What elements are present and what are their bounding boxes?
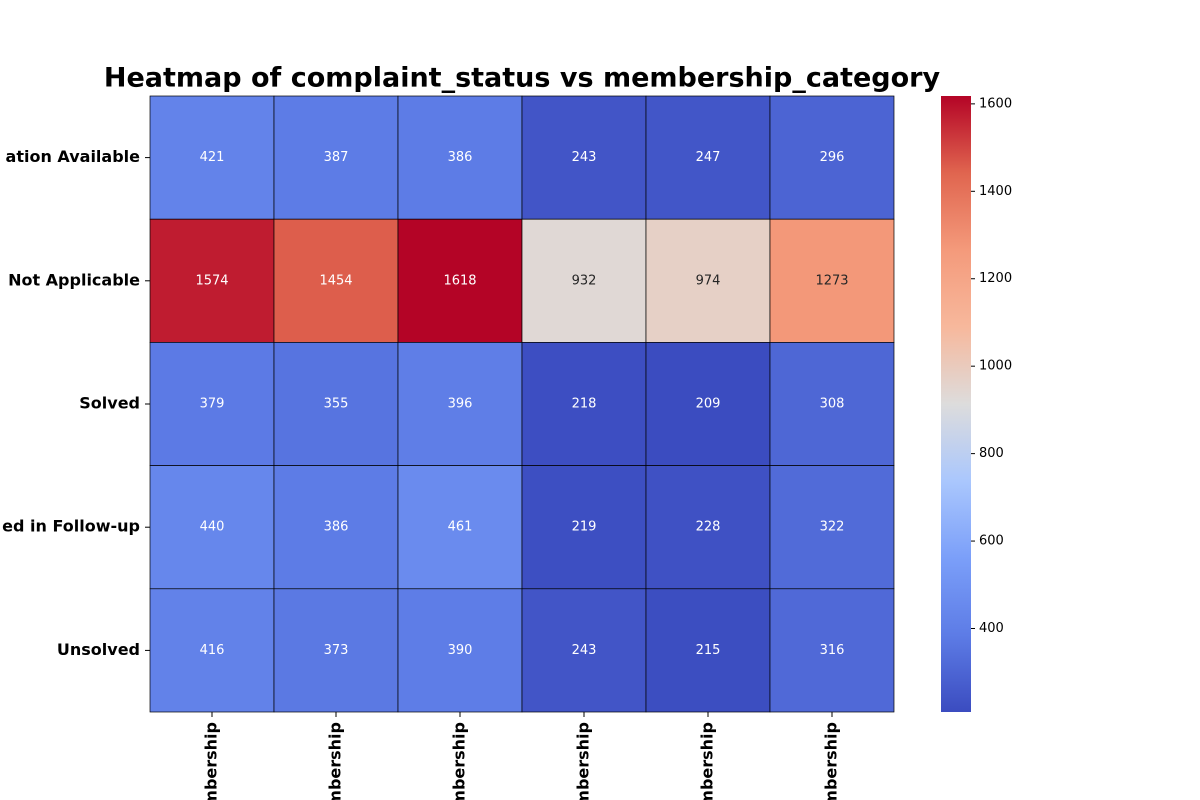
x-tick-label: mbership	[326, 722, 345, 800]
cell-label: 209	[696, 397, 721, 412]
heatmap-cell	[769, 588, 895, 713]
chart-title: Heatmap of complaint_status vs membershi…	[104, 63, 941, 94]
y-tick-label: Unsolved	[57, 640, 140, 659]
heatmap-cell	[521, 218, 647, 343]
heatmap-cell	[521, 342, 647, 466]
heatmap-cell	[645, 342, 771, 466]
heatmap-cell	[397, 588, 523, 713]
heatmap-cell	[273, 218, 399, 343]
cell-label: 215	[696, 643, 721, 658]
heatmap-cell	[645, 588, 771, 713]
cell-label: 322	[820, 520, 845, 535]
cell-label: 387	[324, 150, 349, 165]
x-tick-label: mbership	[698, 722, 717, 800]
heatmap-cell	[273, 465, 399, 590]
colorbar-tick-label: 1400	[979, 184, 1012, 199]
heatmap-cell	[149, 218, 275, 343]
cell-label: 416	[200, 643, 225, 658]
y-tick-label: ed in Follow-up	[2, 517, 140, 536]
cell-label: 243	[572, 643, 597, 658]
cell-label: 355	[324, 397, 349, 412]
heatmap-cell	[149, 342, 275, 466]
heatmap-cell	[521, 95, 647, 220]
colorbar-tick-label: 800	[979, 446, 1004, 461]
cell-label: 1454	[319, 273, 352, 288]
y-tick-label: Not Applicable	[8, 270, 140, 289]
y-tick-label: ation Available	[6, 147, 141, 166]
cell-label: 390	[448, 643, 473, 658]
cell-label: 974	[696, 273, 721, 288]
x-tick-label: mbership	[202, 722, 221, 800]
heatmap-cell	[273, 95, 399, 220]
heatmap-cell	[149, 465, 275, 590]
y-tick-label: Solved	[79, 394, 140, 413]
cell-label: 247	[696, 150, 721, 165]
heatmap-cell	[769, 95, 895, 220]
heatmap-cell	[521, 465, 647, 590]
x-tick-label: mbership	[574, 722, 593, 800]
cell-label: 243	[572, 150, 597, 165]
cell-label: 373	[324, 643, 349, 658]
colorbar-tick-label: 1000	[979, 359, 1012, 374]
heatmap-cell	[397, 95, 523, 220]
heatmap-cell	[397, 465, 523, 590]
cell-label: 386	[448, 150, 473, 165]
cell-label: 421	[200, 150, 225, 165]
heatmap-cell	[273, 588, 399, 713]
cell-label: 316	[820, 643, 845, 658]
colorbar-tick-label: 400	[979, 621, 1004, 636]
cell-label: 1618	[443, 273, 476, 288]
x-tick-label: mbership	[822, 722, 841, 800]
cell-label: 461	[448, 520, 473, 535]
cell-label: 1273	[815, 273, 848, 288]
cell-label: 379	[200, 397, 225, 412]
heatmap-cell	[149, 588, 275, 713]
heatmap-cell	[273, 342, 399, 466]
cell-label: 396	[448, 397, 473, 412]
heatmap-cell	[521, 588, 647, 713]
cell-label: 296	[820, 150, 845, 165]
heatmap-cell	[645, 465, 771, 590]
cell-label: 218	[572, 397, 597, 412]
colorbar	[941, 96, 971, 712]
heatmap-cell	[149, 95, 275, 220]
cell-label: 932	[572, 273, 597, 288]
heatmap-cell	[769, 465, 895, 590]
cell-label: 228	[696, 520, 721, 535]
colorbar-tick-label: 1600	[979, 96, 1012, 111]
heatmap-cell	[769, 342, 895, 466]
heatmap-cell	[769, 218, 895, 343]
heatmap-cell	[645, 95, 771, 220]
x-tick-label: mbership	[450, 722, 469, 800]
heatmap-cell	[397, 342, 523, 466]
cell-label: 440	[200, 520, 225, 535]
cell-label: 1574	[195, 273, 228, 288]
colorbar-tick-label: 1200	[979, 271, 1012, 286]
colorbar-tick-label: 600	[979, 534, 1004, 549]
cell-label: 386	[324, 520, 349, 535]
cell-label: 219	[572, 520, 597, 535]
cell-label: 308	[820, 397, 845, 412]
